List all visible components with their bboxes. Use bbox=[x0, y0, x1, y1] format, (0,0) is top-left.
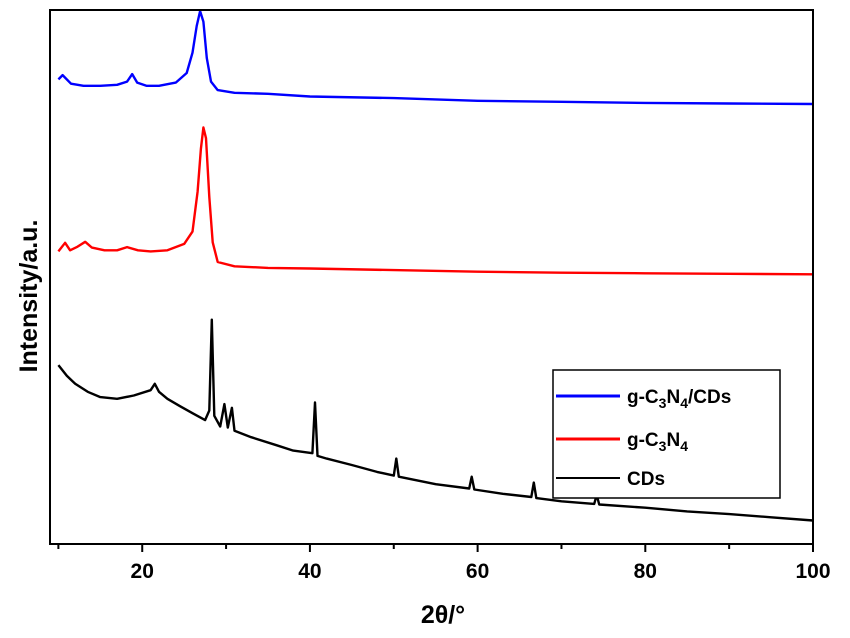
x-tick-label: 100 bbox=[795, 560, 830, 583]
series-line-1 bbox=[57, 126, 814, 276]
legend-label-1: g-C3N4 bbox=[627, 430, 688, 454]
series-line-2 bbox=[57, 318, 814, 522]
x-tick-label: 20 bbox=[131, 560, 154, 583]
series-line-0 bbox=[57, 9, 814, 106]
legend-box bbox=[552, 369, 781, 499]
plot-frame bbox=[49, 9, 814, 545]
series-layer bbox=[57, 9, 814, 522]
legend-label-0: g-C3N4/CDs bbox=[627, 387, 731, 411]
x-tick-label: 80 bbox=[634, 560, 657, 583]
legend-label-2: CDs bbox=[627, 469, 665, 490]
x-axis-title: 2θ/° bbox=[421, 601, 465, 629]
y-axis-title: Intensity/a.u. bbox=[15, 220, 43, 373]
legend: g-C3N4/CDs g-C3N4 CDs bbox=[552, 369, 781, 499]
x-tick-label: 60 bbox=[466, 560, 489, 583]
x-tick-label: 40 bbox=[298, 560, 321, 583]
x-ticks: 20 40 60 80 100 bbox=[57, 544, 831, 583]
